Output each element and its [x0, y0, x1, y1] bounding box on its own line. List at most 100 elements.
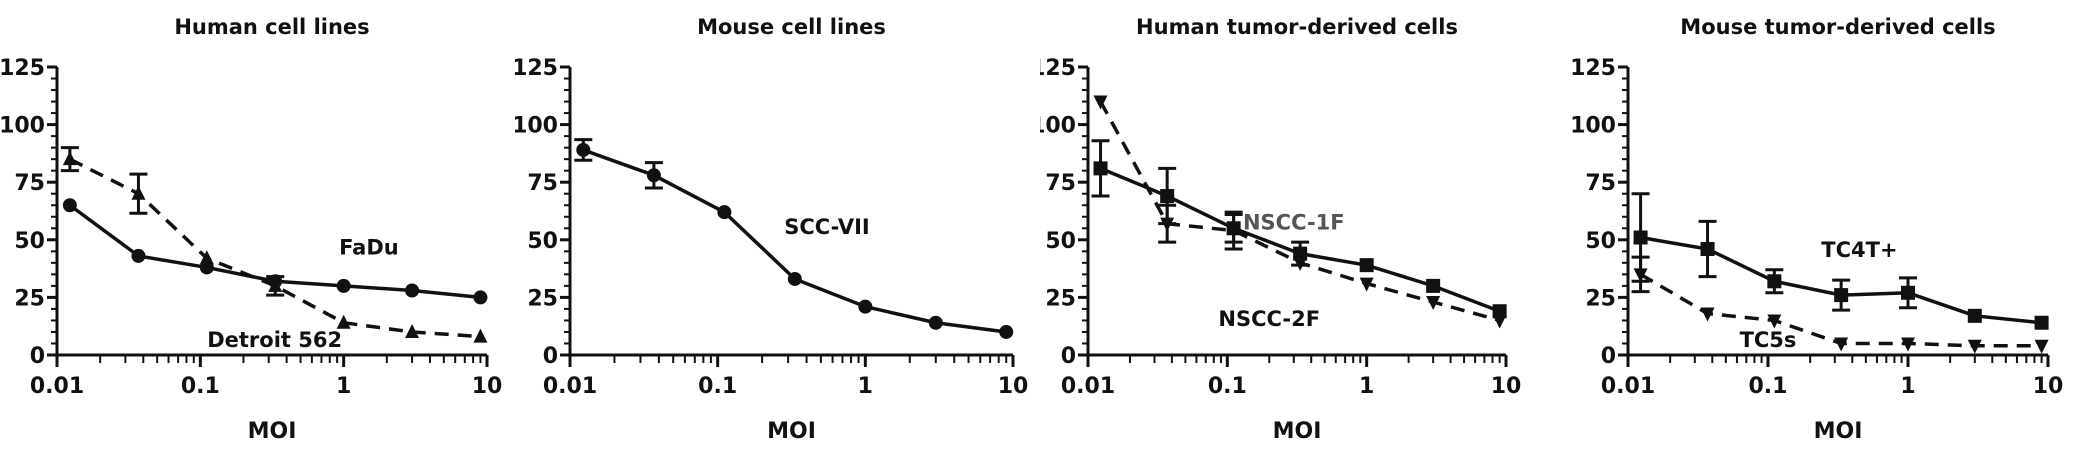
y-tick-label: 25 [14, 286, 45, 311]
data-point [1293, 256, 1308, 271]
chart-title: Human tumor-derived cells [1136, 15, 1458, 39]
data-point [1160, 217, 1175, 232]
x-tick-label: 1 [1900, 374, 1915, 399]
y-tick-label: 100 [1040, 114, 1076, 139]
y-tick-label: 50 [527, 229, 558, 254]
data-point [646, 168, 661, 183]
y-tick-label: 0 [1061, 344, 1076, 369]
data-point [1093, 161, 1108, 176]
y-tick-label: 75 [1585, 171, 1616, 196]
series-label: FaDu [339, 236, 399, 260]
x-axis-label: MOI [1814, 419, 1863, 444]
data-point [1901, 337, 1915, 352]
data-point [405, 323, 420, 338]
data-point [1426, 278, 1441, 293]
data-point [1834, 337, 1849, 352]
data-point [199, 250, 214, 265]
x-tick-label: 1 [1359, 374, 1374, 399]
x-tick-label: 10 [2033, 374, 2064, 399]
data-point [1967, 339, 1982, 354]
data-point [2034, 315, 2049, 330]
y-tick-label: 125 [515, 56, 558, 81]
x-axis-label: MOI [248, 419, 297, 444]
x-tick-label: 0.1 [1208, 374, 1247, 399]
data-point [336, 314, 351, 329]
x-tick-label: 0.01 [1061, 374, 1115, 399]
y-tick-label: 0 [1601, 344, 1616, 369]
data-point [1633, 230, 1648, 245]
x-tick-label: 10 [998, 374, 1029, 399]
y-tick-label: 100 [1570, 114, 1616, 139]
y-tick-label: 125 [0, 56, 45, 81]
y-tick-label: 125 [1040, 56, 1076, 81]
data-point [1901, 285, 1915, 300]
data-point [1226, 224, 1241, 239]
chart-panel-4: Mouse tumor-derived cells 0 25 50 75 100 125 0.… [1570, 15, 2064, 444]
data-point [405, 283, 420, 298]
chart-panel-3: Human tumor-derived cells 0 25 50 75 100 125 0.… [1040, 15, 1521, 444]
series-label: NSCC-1F [1243, 210, 1345, 234]
series-label: TC4T+ [1821, 238, 1897, 262]
data-point [62, 151, 77, 166]
y-tick-label: 50 [1585, 229, 1616, 254]
data-point [787, 271, 802, 286]
data-point [1093, 95, 1108, 110]
data-point [131, 185, 146, 200]
x-tick-label: 10 [472, 374, 503, 399]
series-label: NSCC-2F [1218, 307, 1320, 331]
data-point [1426, 296, 1441, 311]
data-point [1359, 258, 1374, 273]
chart-title: Mouse cell lines [697, 15, 886, 39]
series-label: Detroit 562 [207, 328, 342, 352]
data-point [336, 278, 351, 293]
x-tick-label: 0.01 [543, 374, 597, 399]
data-point [1767, 314, 1782, 329]
data-point [1492, 314, 1507, 329]
y-tick-label: 75 [14, 171, 45, 196]
data-point [1700, 307, 1715, 322]
y-tick-label: 0 [30, 344, 45, 369]
series-line-scc-vii [582, 148, 1007, 334]
data-point [717, 205, 732, 220]
data-point [1767, 274, 1782, 289]
y-tick-label: 25 [1045, 286, 1076, 311]
y-tick-label: 25 [1585, 286, 1616, 311]
y-tick-label: 100 [515, 114, 558, 139]
data-point [473, 290, 488, 305]
data-point [928, 315, 943, 330]
x-tick-label: 0.01 [1601, 374, 1655, 399]
data-point [1834, 288, 1849, 303]
y-tick-label: 75 [527, 171, 558, 196]
chart-title: Human cell lines [174, 15, 369, 39]
data-point [62, 198, 77, 213]
data-point [131, 248, 146, 263]
data-point [1633, 268, 1648, 283]
x-axis-label: MOI [767, 419, 816, 444]
data-point [1967, 308, 1982, 323]
chart-panel-2: Mouse cell lines 0 25 50 75 100 125 0.01 0.1 1 10 M… [515, 15, 1029, 444]
x-tick-label: 0.01 [30, 374, 84, 399]
data-point [1160, 189, 1175, 204]
data-point [999, 324, 1014, 339]
data-point [858, 299, 873, 314]
data-point [1359, 277, 1374, 292]
data-point [2034, 339, 2049, 354]
x-tick-label: 0.1 [181, 374, 220, 399]
x-tick-label: 0.1 [698, 374, 737, 399]
chart-title: Mouse tumor-derived cells [1680, 15, 1995, 39]
x-tick-label: 1 [336, 374, 351, 399]
data-point [576, 142, 591, 157]
y-tick-label: 50 [14, 229, 45, 254]
data-point [268, 277, 283, 292]
series-label: SCC-VII [784, 215, 870, 239]
x-tick-label: 0.1 [1749, 374, 1788, 399]
chart-panel-1: Human cell lines 0 25 50 75 100 125 0.01 0.1 1 10 M… [0, 15, 503, 444]
y-tick-label: 50 [1045, 229, 1076, 254]
y-tick-label: 25 [527, 286, 558, 311]
data-point [1700, 242, 1715, 257]
y-tick-label: 125 [1570, 56, 1616, 81]
series-label: TC5s [1740, 328, 1797, 352]
y-tick-label: 0 [543, 344, 558, 369]
x-axis-label: MOI [1273, 419, 1322, 444]
